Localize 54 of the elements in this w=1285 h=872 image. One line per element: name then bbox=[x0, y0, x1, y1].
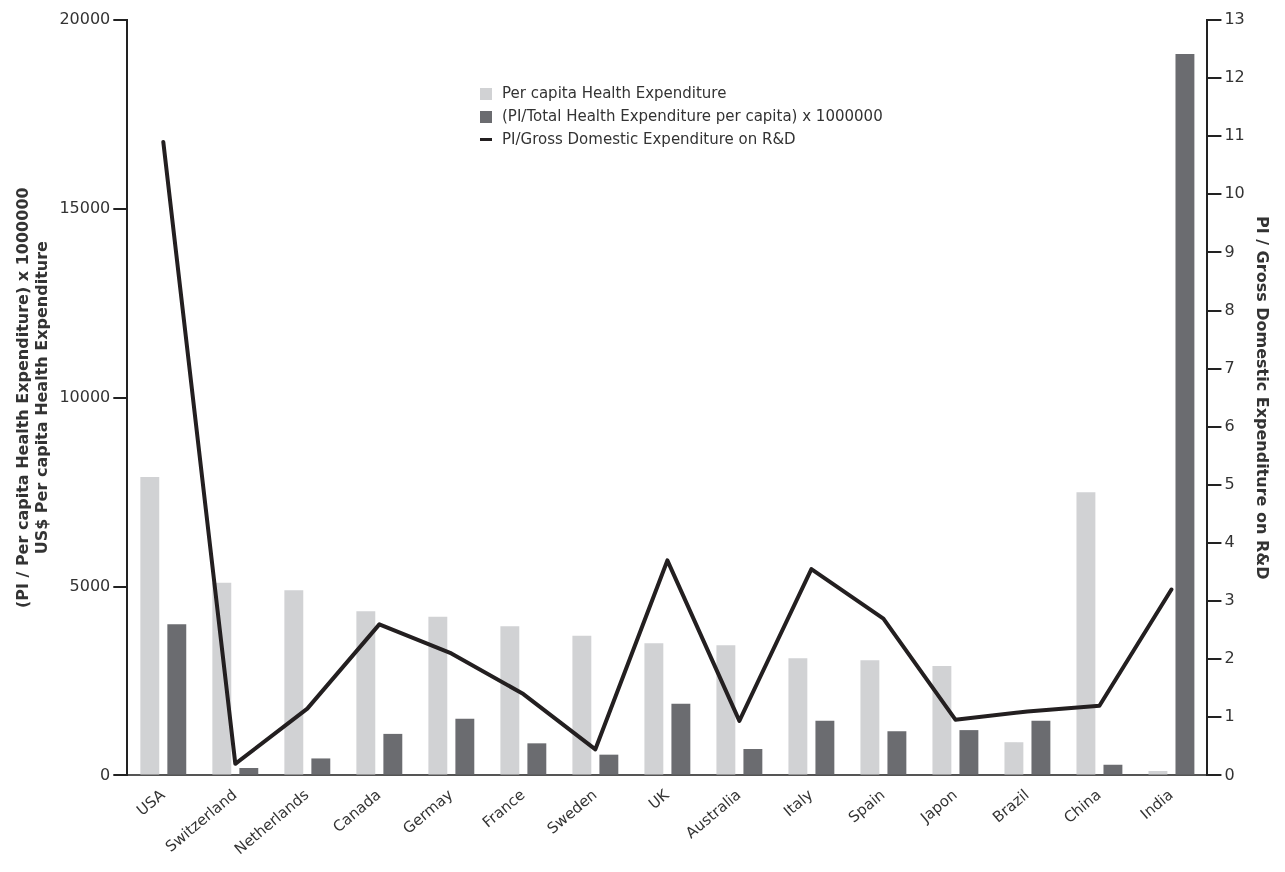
y-tick-label: 10000 bbox=[59, 386, 111, 406]
y2-tick-label: 6 bbox=[1224, 415, 1235, 435]
y-tick-label: 20000 bbox=[59, 9, 111, 29]
bar bbox=[383, 733, 403, 775]
bar bbox=[743, 749, 763, 775]
x-tick-label: UK bbox=[644, 784, 674, 813]
bar bbox=[1076, 492, 1096, 775]
y-axis-title: (PI / Per capita Health Expenditure) x 1000000 US$ Per capita Health Expenditure bbox=[12, 187, 51, 609]
bar bbox=[311, 758, 331, 775]
y-tick-label: 0 bbox=[100, 764, 111, 784]
bar bbox=[644, 643, 664, 775]
x-tick-label: USA bbox=[133, 785, 169, 820]
bar bbox=[887, 731, 907, 775]
y2-tick-label: 4 bbox=[1224, 532, 1235, 552]
bar bbox=[140, 477, 160, 775]
y2-tick-label: 3 bbox=[1224, 590, 1235, 610]
bar bbox=[167, 624, 187, 775]
legend-label: (PI/Total Health Expenditure per capita) x 1000000 bbox=[502, 106, 883, 127]
bar bbox=[239, 767, 259, 775]
y2-tick-label: 12 bbox=[1224, 67, 1245, 87]
bar bbox=[860, 660, 880, 775]
bar bbox=[932, 665, 952, 775]
y2-tick-label: 8 bbox=[1224, 299, 1235, 319]
y2-axis-title: PI / Gross Domestic Expenditure on R&D bbox=[1253, 215, 1273, 580]
bar bbox=[671, 703, 691, 775]
bar bbox=[599, 754, 619, 775]
y2-tick-label: 11 bbox=[1224, 125, 1245, 145]
bar bbox=[716, 645, 736, 775]
bar bbox=[455, 718, 475, 775]
bar bbox=[284, 590, 304, 775]
bar bbox=[1004, 742, 1024, 775]
y2-tick-label: 7 bbox=[1224, 357, 1235, 377]
y2-tick-label: 10 bbox=[1224, 183, 1245, 203]
y2-tick-label: 1 bbox=[1224, 706, 1235, 726]
bar bbox=[1031, 720, 1051, 775]
bar bbox=[815, 720, 835, 775]
legend-label: PI/Gross Domestic Expenditure on R&D bbox=[502, 129, 796, 150]
y-tick-label: 15000 bbox=[59, 198, 111, 218]
y2-tick-label: 9 bbox=[1224, 241, 1235, 261]
bar bbox=[959, 730, 979, 775]
y2-tick-label: 2 bbox=[1224, 648, 1235, 668]
bar bbox=[356, 611, 376, 775]
bar bbox=[1103, 764, 1123, 775]
legend-label: Per capita Health Expenditure bbox=[502, 83, 727, 104]
bar bbox=[527, 743, 547, 775]
y2-tick-label: 13 bbox=[1224, 9, 1245, 29]
bar bbox=[500, 626, 520, 775]
bar bbox=[788, 658, 808, 775]
y2-tick-label: 0 bbox=[1224, 764, 1235, 784]
bar bbox=[572, 635, 592, 775]
y-tick-label: 5000 bbox=[69, 575, 111, 595]
bar bbox=[428, 616, 448, 775]
y2-tick-label: 5 bbox=[1224, 474, 1235, 494]
bar bbox=[1175, 54, 1195, 775]
